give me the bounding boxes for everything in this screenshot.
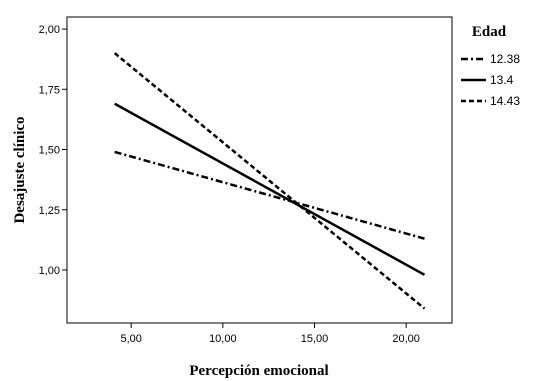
series-line-12-38 bbox=[114, 150, 425, 240]
x-axis-title: Percepción emocional bbox=[189, 363, 328, 379]
x-tick-label: 20,00 bbox=[392, 333, 420, 345]
x-tick-label: 15,00 bbox=[301, 333, 329, 345]
legend-entry-label: 12.38 bbox=[490, 52, 520, 66]
legend-entry-label: 13.4 bbox=[490, 73, 514, 87]
y-axis-title: Desajuste clínico bbox=[12, 116, 28, 223]
y-tick-label: 2,00 bbox=[39, 24, 60, 36]
x-tick-label: 5,00 bbox=[120, 333, 141, 345]
y-tick-label: 1,25 bbox=[39, 205, 60, 217]
y-tick-label: 1,50 bbox=[39, 145, 60, 157]
legend-entry-label: 14.43 bbox=[490, 94, 520, 108]
x-tick-label: 10,00 bbox=[209, 333, 237, 345]
plot-area bbox=[66, 16, 453, 324]
series-line-14-43 bbox=[113, 52, 426, 310]
y-tick-label: 1,00 bbox=[39, 265, 60, 277]
legend-title: Edad bbox=[472, 24, 507, 40]
y-tick-label: 1,75 bbox=[39, 84, 60, 96]
y-axis: 1,00 1,25 1,50 1,75 2,00 bbox=[39, 24, 67, 277]
series-lines bbox=[113, 52, 426, 310]
series-line-13-4 bbox=[114, 102, 426, 276]
x-axis: 5,00 10,00 15,00 20,00 bbox=[120, 323, 420, 345]
legend: Edad 12.38 13.4 14.43 bbox=[461, 24, 520, 108]
